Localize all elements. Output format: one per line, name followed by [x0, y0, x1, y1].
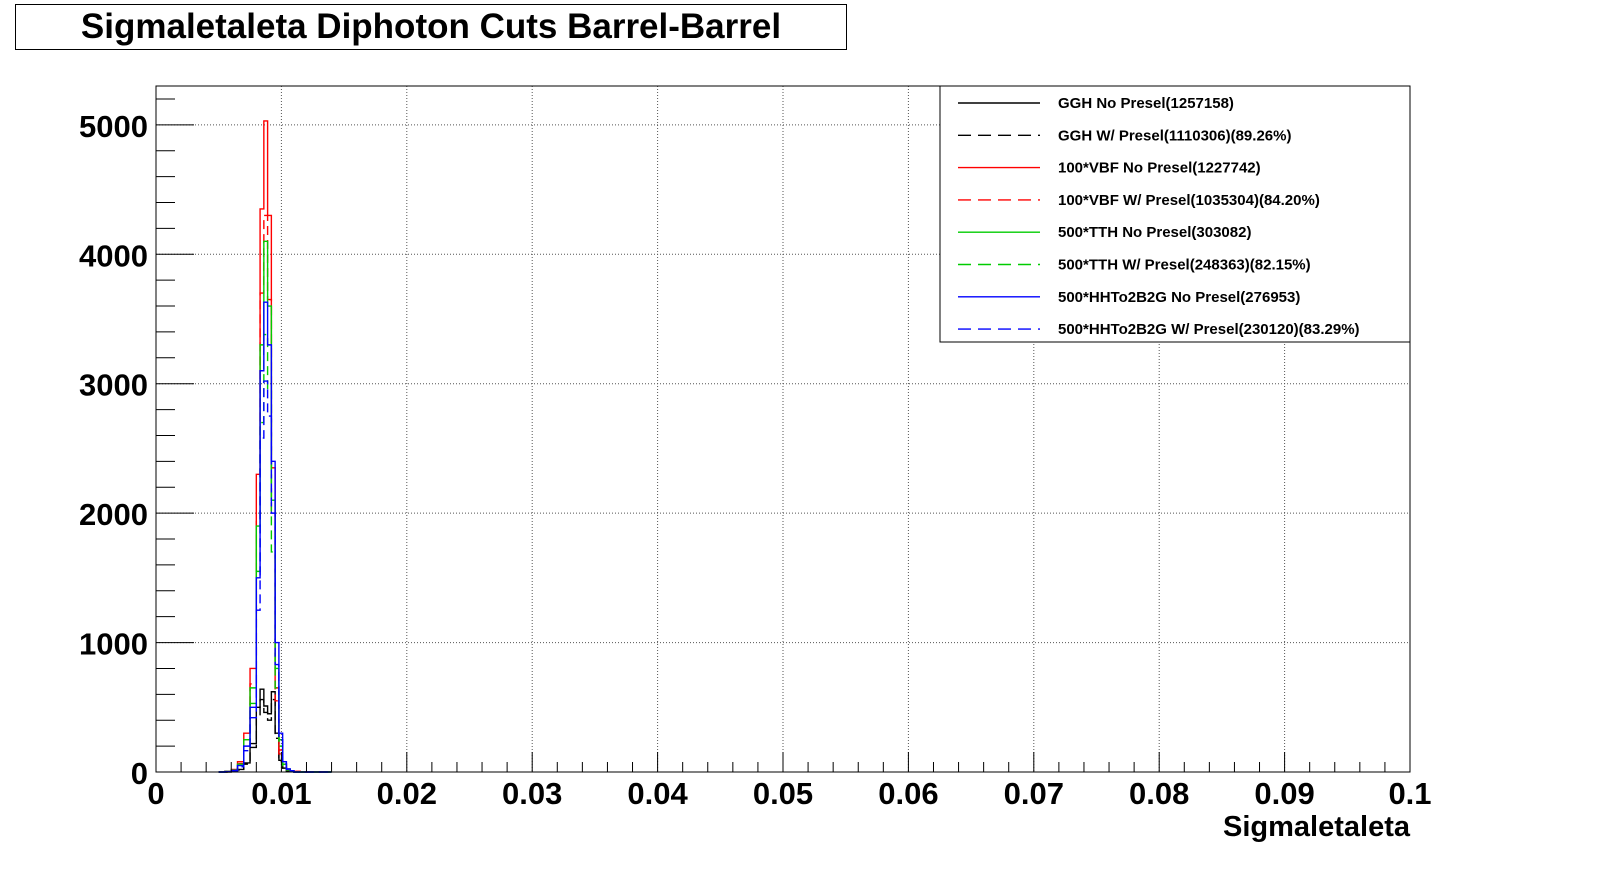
histogram-series	[218, 301, 332, 773]
legend-entry-label: 100*VBF No Presel(1227742)	[1058, 160, 1261, 177]
y-tick-label: 0	[131, 756, 148, 791]
series-layer	[218, 120, 332, 773]
legend-entry-label: 500*HHTo2B2G No Presel(276953)	[1058, 289, 1300, 306]
x-tick-label: 0.01	[251, 776, 311, 811]
y-tick-label: 2000	[79, 497, 148, 532]
axes: 0 0.01 0.02 0.03 0.04 0.05 0.06 0.07 0.08 0.09 0.1…	[79, 98, 1432, 811]
legend-entry-label: GGH W/ Presel(1110306)(89.26%)	[1058, 127, 1291, 144]
x-tick-label: 0.07	[1004, 776, 1064, 811]
legend-entry-label: 500*HHTo2B2G W/ Presel(230120)(83.29%)	[1058, 321, 1360, 338]
legend: GGH No Presel(1257158) GGH W/ Presel(1110…	[939, 85, 1411, 343]
x-tick-label: 0	[147, 776, 164, 811]
y-tick-label: 1000	[79, 627, 148, 662]
x-axis-title: Sigmaletaleta	[1223, 811, 1411, 843]
x-tick-label: 0.04	[627, 776, 688, 811]
chart-title-box: Sigmaletaleta Diphoton Cuts Barrel-Barre…	[15, 4, 847, 50]
x-tick-label: 0.1	[1388, 776, 1431, 811]
x-tick-label: 0.03	[502, 776, 562, 811]
legend-entry-label: GGH No Presel(1257158)	[1058, 95, 1234, 112]
y-tick-label: 5000	[79, 109, 148, 144]
x-tick-label: 0.09	[1254, 776, 1314, 811]
x-tick-label: 0.02	[377, 776, 437, 811]
legend-entry-label: 500*TTH No Presel(303082)	[1058, 224, 1251, 241]
x-tick-label: 0.08	[1129, 776, 1189, 811]
y-tick-label: 4000	[79, 238, 148, 273]
x-tick-label: 0.05	[753, 776, 813, 811]
legend-entry-label: 100*VBF W/ Presel(1035304)(84.20%)	[1058, 192, 1320, 209]
x-tick-label: 0.06	[878, 776, 938, 811]
legend-entry-label: 500*TTH W/ Presel(248363)(82.15%)	[1058, 257, 1311, 274]
chart-title: Sigmaletaleta Diphoton Cuts Barrel-Barre…	[80, 7, 782, 46]
y-tick-label: 3000	[79, 368, 148, 403]
legend-box	[939, 85, 1411, 343]
